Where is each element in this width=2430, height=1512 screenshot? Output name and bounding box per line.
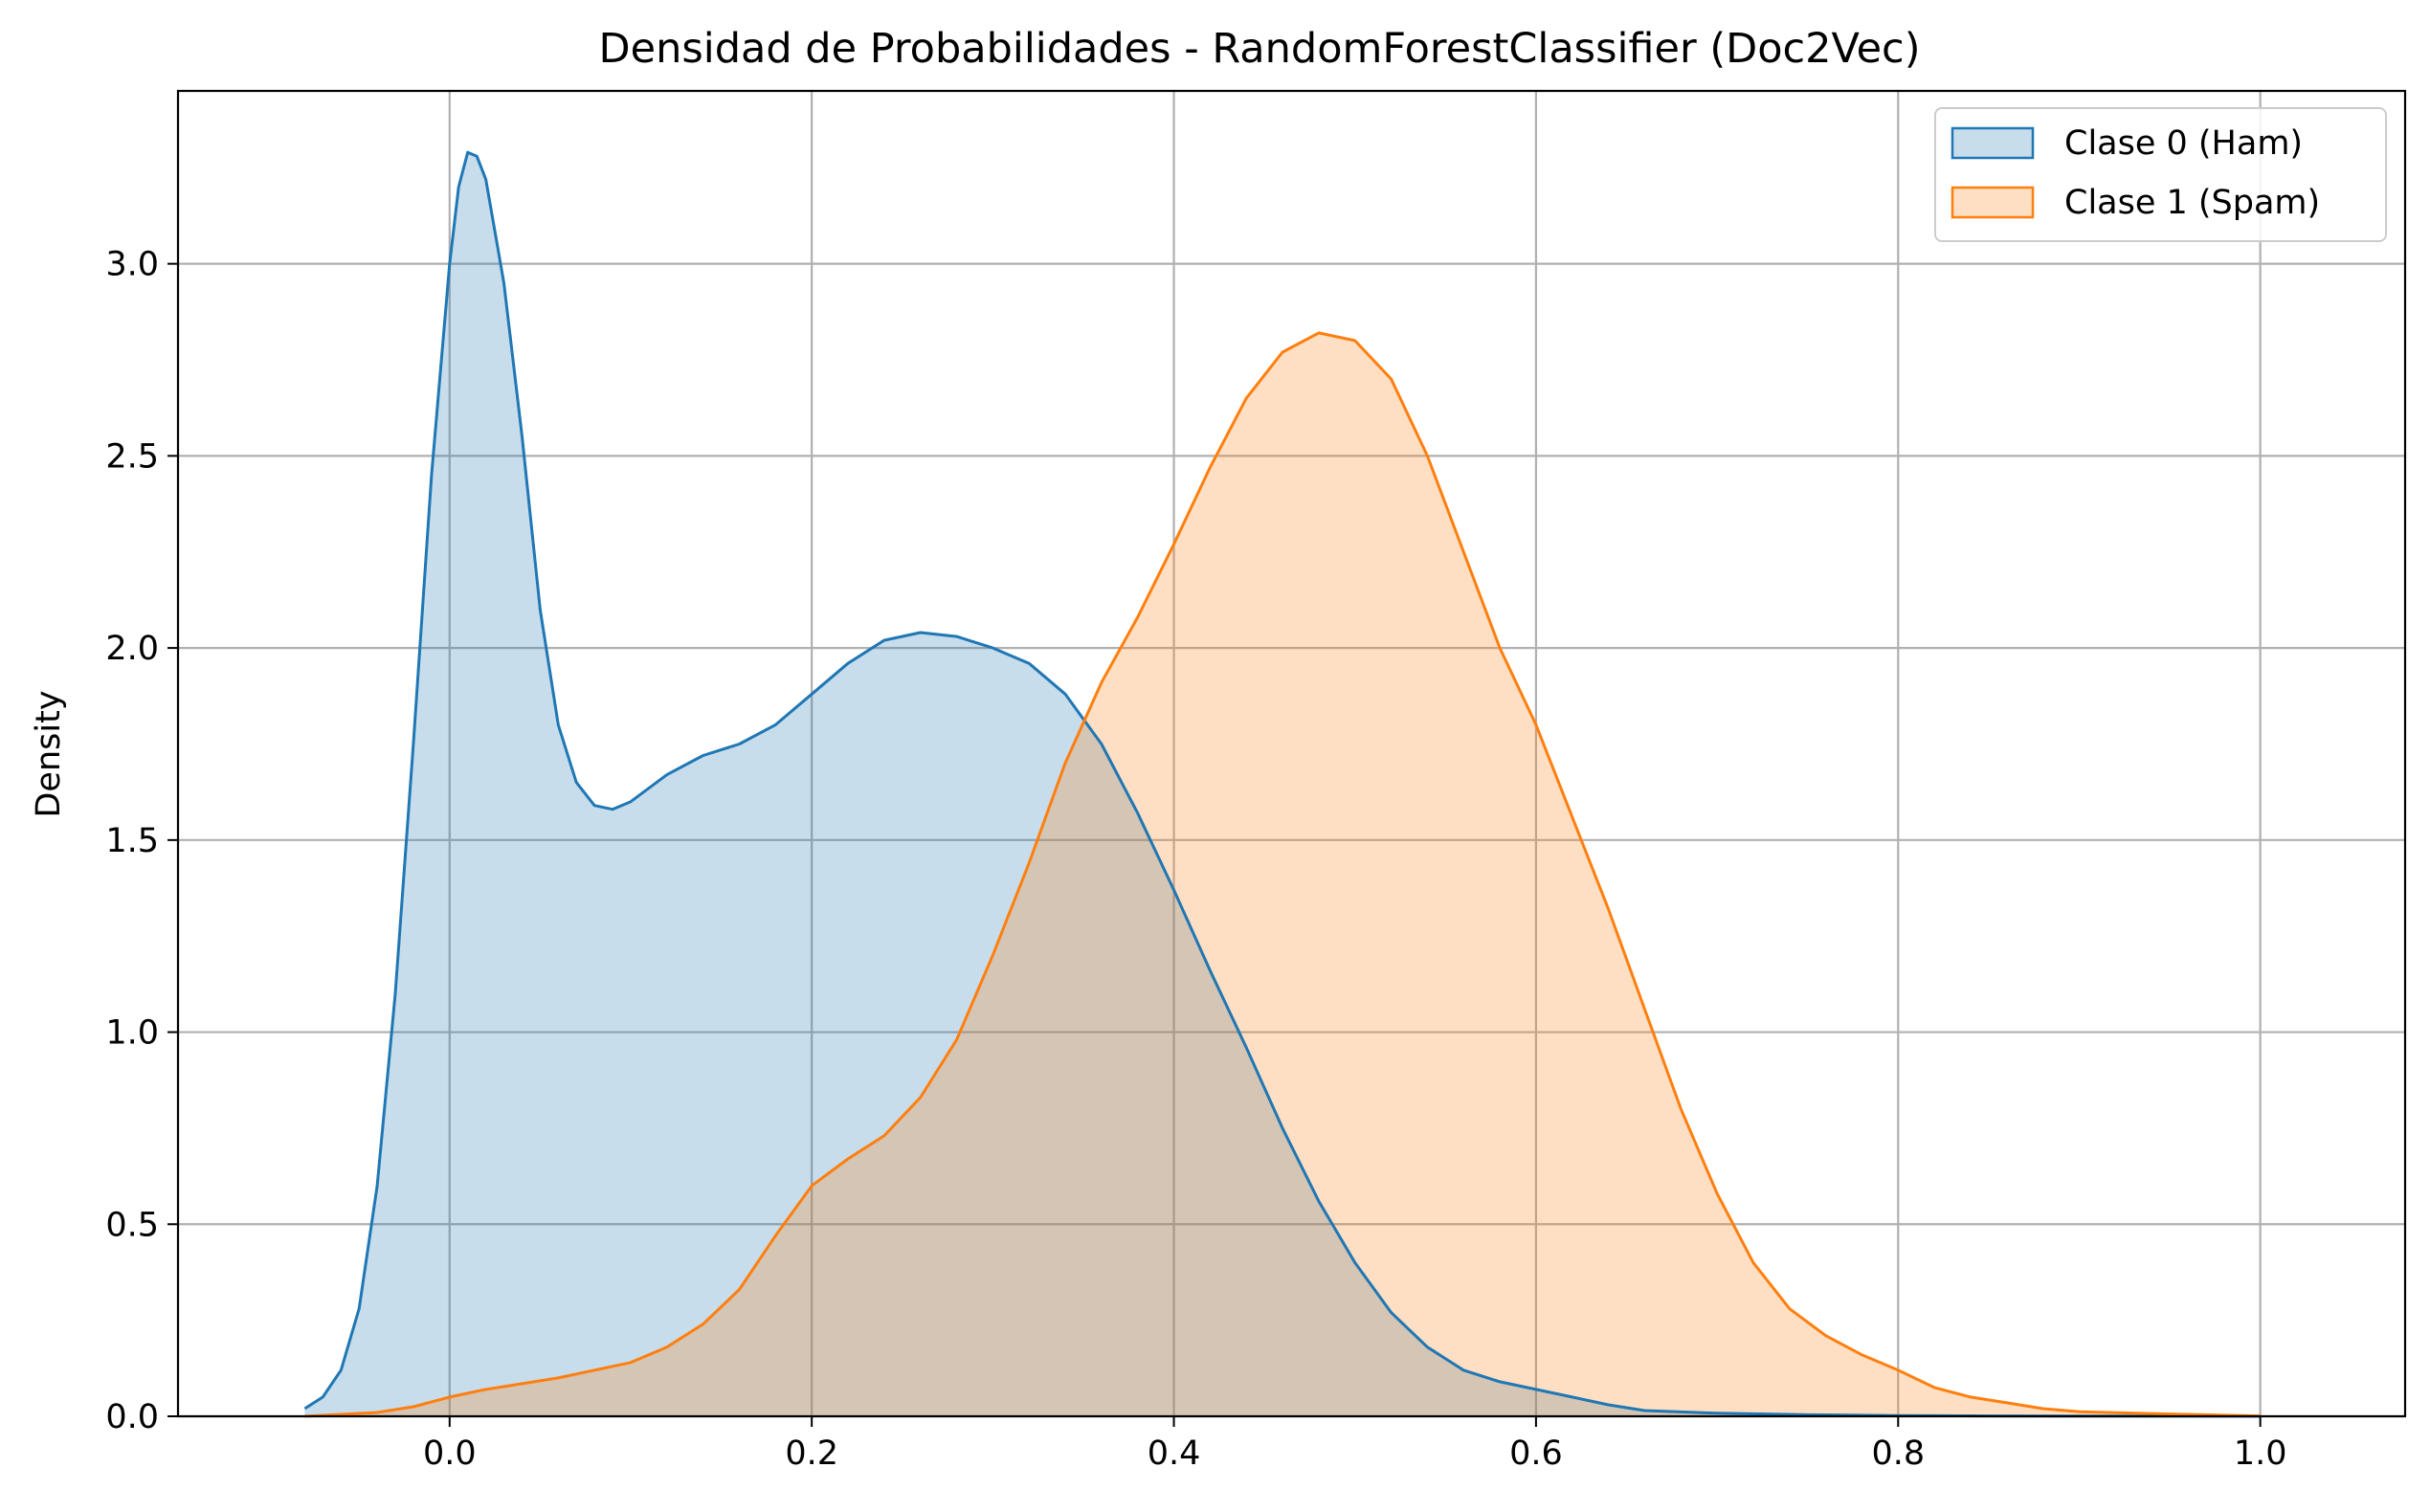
grid-lines [178, 91, 2405, 1418]
legend-swatch-spam [1951, 186, 2035, 219]
x-tick-label: 0.2 [785, 1434, 838, 1473]
x-tick-label: 0.4 [1148, 1434, 1201, 1473]
chart-title: Densidad de Probabilidades - RandomFores… [599, 25, 1921, 73]
density-line-ham [303, 150, 2261, 1418]
y-tick-label: 0.0 [105, 1398, 159, 1436]
legend-swatch-ham [1951, 126, 2035, 160]
y-tick-label: 1.5 [105, 822, 159, 860]
x-tick-label: 0.8 [1871, 1434, 1925, 1473]
y-tick-label: 1.0 [105, 1014, 159, 1053]
density-line-spam [304, 331, 2261, 1418]
plot-frame [176, 89, 2407, 1418]
x-tick-label: 0.6 [1509, 1434, 1563, 1473]
y-tick-label: 2.0 [105, 630, 159, 668]
y-axis-ticks: 0.0 0.5 1.0 1.5 2.0 2.5 3.0 [105, 246, 178, 1436]
x-axis-ticks: 0.0 0.2 0.4 0.6 0.8 1.0 [423, 1416, 2287, 1473]
y-tick-label: 0.5 [105, 1206, 159, 1244]
legend: Clase 0 (Ham) Clase 1 (Spam) [1934, 107, 2387, 242]
density-areas [304, 152, 2261, 1417]
x-tick-label: 1.0 [2234, 1434, 2287, 1473]
density-area-spam [304, 332, 2261, 1416]
legend-label-spam: Clase 1 (Spam) [2064, 184, 2320, 222]
legend-label-ham: Clase 0 (Ham) [2064, 124, 2303, 163]
y-tick-label: 3.0 [105, 246, 159, 284]
density-area-ham [304, 152, 2261, 1417]
y-tick-label: 2.5 [105, 437, 159, 476]
density-lines [303, 150, 2261, 1418]
legend-frame [1934, 107, 2387, 242]
x-tick-label: 0.0 [423, 1434, 477, 1473]
y-axis-label: Density [30, 690, 68, 817]
